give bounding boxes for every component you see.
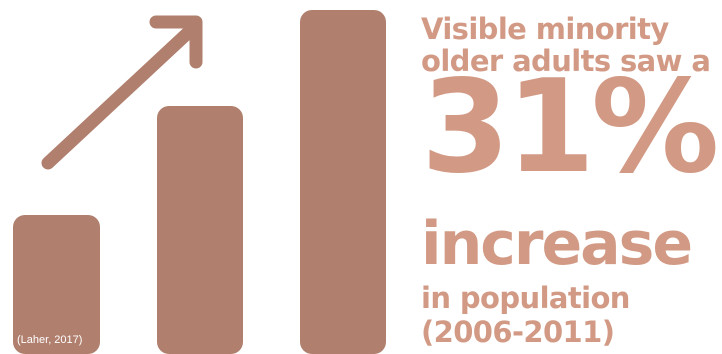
headline-line-3: in population bbox=[421, 281, 630, 315]
headline-line-4: (2006-2011) bbox=[421, 315, 615, 349]
headline-line-1: Visible minority bbox=[421, 12, 669, 46]
percent-value: 31% bbox=[421, 53, 719, 202]
growth-graphic: (Laher, 2017) bbox=[13, 10, 386, 354]
trend-arrow-icon bbox=[41, 15, 203, 170]
headline-line-2: older adults saw a bbox=[421, 44, 711, 78]
growth-bar-small bbox=[13, 215, 100, 354]
source-citation: (Laher, 2017) bbox=[17, 334, 83, 346]
increase-word: increase bbox=[421, 209, 693, 279]
growth-bar-large bbox=[300, 10, 386, 354]
growth-bar-medium bbox=[157, 106, 243, 354]
